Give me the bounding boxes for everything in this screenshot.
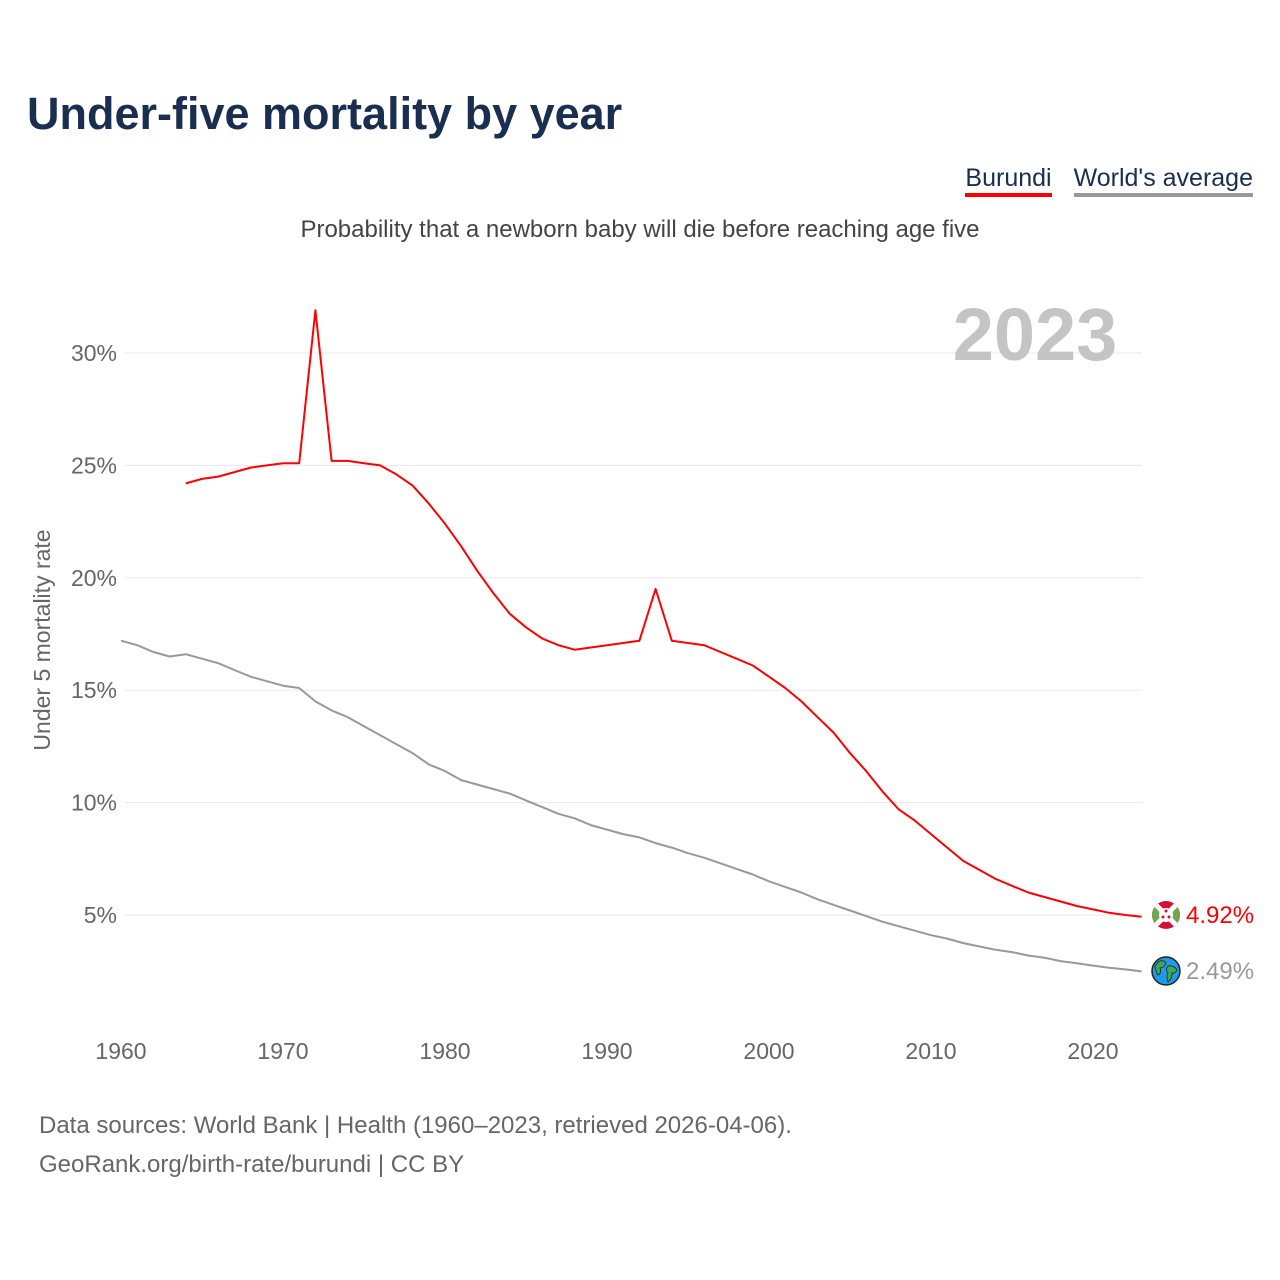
chart-title: Under-five mortality by year (27, 88, 623, 139)
legend: Burundi World's average (965, 164, 1253, 197)
x-tick-label: 1980 (419, 1038, 470, 1064)
x-tick-label: 1970 (257, 1038, 308, 1064)
legend-burundi[interactable]: Burundi (965, 164, 1052, 197)
x-tick-label: 2010 (905, 1038, 956, 1064)
x-tick-label: 2020 (1067, 1038, 1118, 1064)
x-tick-label: 2000 (743, 1038, 794, 1064)
year-label: 2023 (953, 293, 1118, 376)
y-tick-label: 15% (71, 677, 117, 703)
y-tick-label: 30% (71, 340, 117, 366)
end-label-world: 2.49% (1186, 958, 1254, 985)
y-axis-label: Under 5 mortality rate (29, 529, 55, 750)
data-source-text: Data sources: World Bank | Health (1960–… (39, 1112, 792, 1139)
x-tick-label: 1990 (581, 1038, 632, 1064)
end-label-burundi: 4.92% (1186, 902, 1254, 929)
x-tick-label: 1960 (95, 1038, 146, 1064)
legend-world[interactable]: World's average (1073, 164, 1253, 197)
chart-subtitle: Probability that a newborn baby will die… (300, 216, 980, 243)
y-tick-label: 5% (84, 902, 117, 928)
attribution-link[interactable]: GeoRank.org/birth-rate/burundi | CC BY (39, 1151, 465, 1178)
burundi-flag-icon (1152, 901, 1180, 929)
footer: Data sources: World Bank | Health (1960–… (39, 1106, 792, 1184)
y-tick-label: 20% (71, 565, 117, 591)
world-average-line (120, 639, 1142, 973)
y-tick-label: 25% (71, 452, 117, 478)
globe-icon (1151, 956, 1181, 986)
burundi-line (185, 309, 1142, 918)
y-tick-label: 10% (71, 790, 117, 816)
